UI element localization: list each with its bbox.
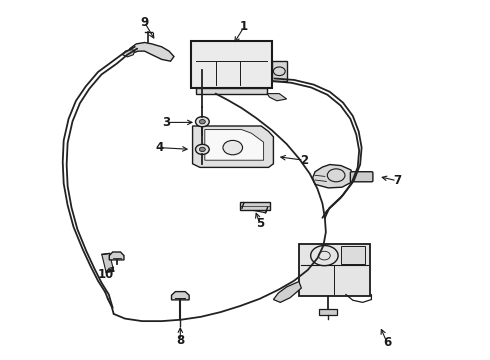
Polygon shape	[109, 252, 124, 260]
FancyBboxPatch shape	[319, 309, 337, 315]
Text: 3: 3	[163, 116, 171, 129]
Polygon shape	[172, 292, 189, 300]
Circle shape	[199, 120, 205, 124]
FancyBboxPatch shape	[240, 202, 270, 210]
Text: 2: 2	[300, 154, 308, 167]
Polygon shape	[102, 253, 114, 272]
Polygon shape	[313, 165, 354, 188]
Text: 8: 8	[176, 334, 184, 347]
Circle shape	[196, 117, 209, 127]
FancyBboxPatch shape	[196, 88, 267, 94]
Text: 7: 7	[393, 174, 401, 187]
Text: 1: 1	[240, 21, 248, 33]
Polygon shape	[242, 203, 268, 213]
Polygon shape	[122, 50, 135, 57]
FancyBboxPatch shape	[272, 61, 287, 81]
Polygon shape	[205, 130, 264, 160]
Text: 9: 9	[141, 16, 148, 29]
Polygon shape	[273, 282, 301, 302]
Circle shape	[223, 140, 243, 155]
Polygon shape	[267, 94, 287, 101]
Polygon shape	[130, 42, 174, 61]
FancyBboxPatch shape	[350, 172, 373, 182]
FancyBboxPatch shape	[341, 246, 365, 264]
Text: 6: 6	[383, 336, 391, 349]
Polygon shape	[193, 126, 273, 167]
FancyBboxPatch shape	[191, 41, 272, 88]
Circle shape	[196, 144, 209, 154]
FancyBboxPatch shape	[299, 244, 370, 296]
Text: 4: 4	[155, 141, 163, 154]
Circle shape	[199, 147, 205, 152]
Text: 10: 10	[97, 268, 114, 281]
Text: 5: 5	[256, 217, 264, 230]
